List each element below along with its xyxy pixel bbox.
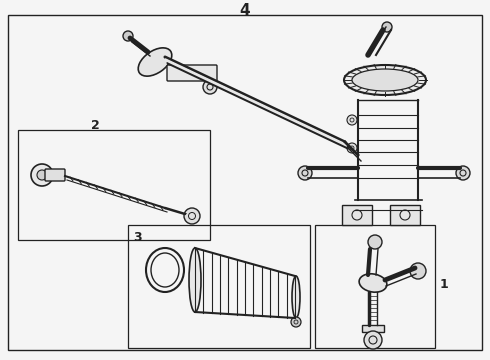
- Bar: [362, 325, 384, 332]
- Bar: [18, 130, 210, 240]
- Circle shape: [456, 166, 470, 180]
- Circle shape: [347, 115, 357, 125]
- Circle shape: [203, 80, 217, 94]
- Text: 4: 4: [240, 3, 250, 18]
- Bar: [342, 205, 372, 225]
- Text: 2: 2: [91, 118, 99, 131]
- Bar: [390, 205, 420, 225]
- Circle shape: [382, 22, 392, 32]
- Text: 1: 1: [440, 279, 449, 292]
- Ellipse shape: [359, 274, 387, 292]
- Circle shape: [168, 65, 182, 79]
- Bar: [128, 225, 310, 348]
- Circle shape: [298, 166, 312, 180]
- FancyBboxPatch shape: [45, 169, 65, 181]
- Circle shape: [184, 208, 200, 224]
- Circle shape: [368, 235, 382, 249]
- Ellipse shape: [352, 69, 418, 91]
- Circle shape: [347, 143, 357, 153]
- Circle shape: [410, 263, 426, 279]
- Bar: [315, 225, 435, 348]
- Circle shape: [123, 31, 133, 41]
- Ellipse shape: [189, 248, 201, 312]
- Circle shape: [37, 170, 47, 180]
- Text: 3: 3: [133, 230, 142, 243]
- Circle shape: [31, 164, 53, 186]
- Ellipse shape: [138, 48, 172, 76]
- Ellipse shape: [292, 276, 300, 318]
- Circle shape: [364, 331, 382, 349]
- FancyBboxPatch shape: [167, 65, 217, 81]
- Circle shape: [291, 317, 301, 327]
- Ellipse shape: [344, 65, 426, 95]
